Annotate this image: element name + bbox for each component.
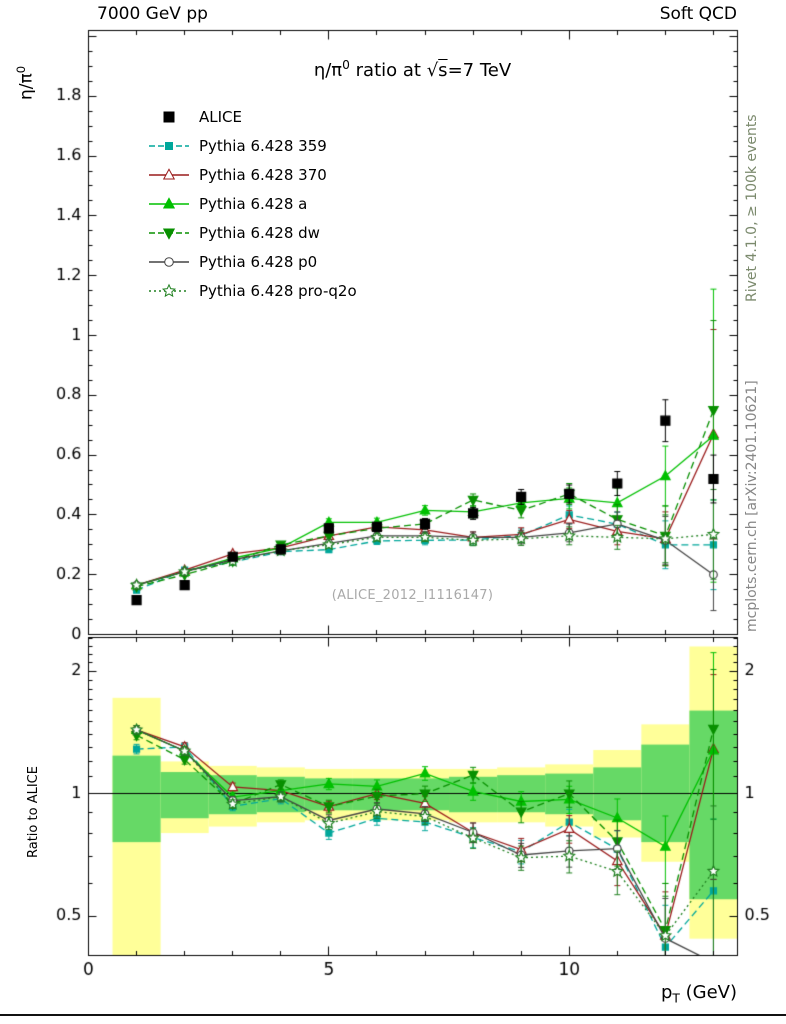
main-y-axis-label-base: η/π: [16, 73, 37, 100]
legend-item-alice: ALICE: [148, 102, 357, 131]
beam-info-header: 7000 GeV pp: [97, 4, 208, 24]
mcplots-citation-note: mcplots.cern.ch [arXiv:2401.10621]: [744, 380, 760, 632]
legend-marker-pythia-6-428-359-icon: [148, 137, 190, 155]
legend-label: Pythia 6.428 a: [199, 194, 308, 213]
legend-marker-pythia-6-428-a-icon: [148, 195, 190, 213]
legend-item-pythia-6-428-p0: Pythia 6.428 p0: [148, 247, 357, 276]
x-axis-label-sub: T: [672, 991, 680, 1006]
rivet-version-note: Rivet 4.1.0, ≥ 100k events: [744, 114, 760, 302]
ratio-y-axis-label: Ratio to ALICE: [26, 766, 41, 858]
legend-item-pythia-6-428-370: Pythia 6.428 370: [148, 160, 357, 189]
title-tail: =7 TeV: [447, 60, 512, 81]
title-mid: ratio at √: [349, 60, 439, 81]
x-axis-label-unit: (GeV): [679, 982, 737, 1003]
legend-marker-pythia-6-428-dw-icon: [148, 224, 190, 242]
legend-item-pythia-6-428-359: Pythia 6.428 359: [148, 131, 357, 160]
x-axis-label-base: p: [660, 982, 673, 1003]
legend-label: Pythia 6.428 dw: [199, 223, 320, 242]
title-superscript: 0: [342, 58, 350, 72]
plot-title: η/π0 ratio at √s=7 TeV: [88, 58, 737, 81]
legend-item-pythia-6-428-dw: Pythia 6.428 dw: [148, 218, 357, 247]
legend-label: ALICE: [199, 107, 242, 126]
bottom-rule: [0, 1014, 786, 1016]
legend-marker-pythia-6-428-p0-icon: [148, 253, 190, 271]
legend-label: Pythia 6.428 p0: [199, 252, 318, 271]
legend-marker-pythia-6-428-pro-q2o-icon: [148, 282, 190, 300]
x-axis-label: pT (GeV): [661, 982, 737, 1006]
legend-label: Pythia 6.428 pro-q2o: [199, 281, 357, 300]
process-group-header: Soft QCD: [659, 4, 737, 24]
legend-marker-alice-icon: [148, 108, 190, 126]
main-y-axis-label-sup: 0: [14, 65, 28, 74]
title-base: η/π: [313, 60, 343, 81]
main-y-axis-label: η/π0: [14, 66, 37, 100]
legend: ALICE Pythia 6.428 359 Pythia 6.428 370 Pyt…: [148, 102, 357, 305]
legend-label: Pythia 6.428 370: [199, 165, 327, 184]
analysis-watermark: (ALICE_2012_I1116147): [331, 588, 494, 603]
legend-item-pythia-6-428-a: Pythia 6.428 a: [148, 189, 357, 218]
legend-item-pythia-6-428-pro-q2o: Pythia 6.428 pro-q2o: [148, 276, 357, 305]
legend-marker-pythia-6-428-370-icon: [148, 166, 190, 184]
legend-label: Pythia 6.428 359: [199, 136, 327, 155]
title-sqrt-arg: s: [438, 60, 448, 81]
